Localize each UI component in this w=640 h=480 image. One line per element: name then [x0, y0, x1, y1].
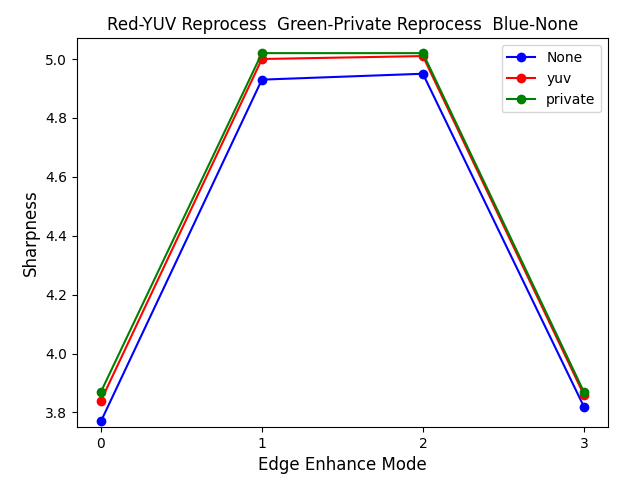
Line: yuv: yuv [97, 52, 588, 405]
Line: None: None [97, 70, 588, 425]
private [419, 50, 427, 56]
Title: Red-YUV Reprocess  Green-Private Reprocess  Blue-None: Red-YUV Reprocess Green-Private Reproces… [107, 16, 578, 34]
yuv [258, 56, 266, 62]
Line: private: private [97, 49, 588, 396]
private [580, 389, 588, 395]
None [419, 71, 427, 77]
None [580, 404, 588, 409]
yuv [580, 392, 588, 397]
Legend: None, yuv, private: None, yuv, private [502, 45, 601, 112]
private [258, 50, 266, 56]
X-axis label: Edge Enhance Mode: Edge Enhance Mode [258, 456, 427, 474]
yuv [419, 53, 427, 59]
private [97, 389, 105, 395]
Y-axis label: Sharpness: Sharpness [22, 190, 40, 276]
yuv [97, 398, 105, 404]
None [97, 419, 105, 424]
None [258, 77, 266, 83]
